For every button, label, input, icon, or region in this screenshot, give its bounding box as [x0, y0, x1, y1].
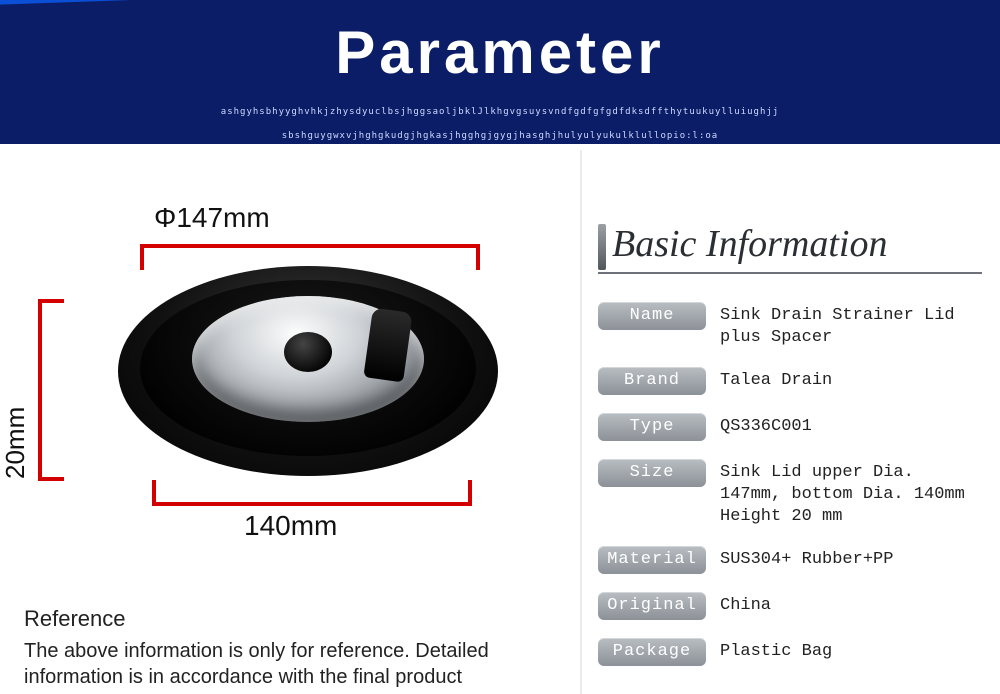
spec-label-pill: Original: [598, 592, 706, 620]
spec-label-pill: Size: [598, 459, 706, 487]
section-title-bar-icon: [598, 224, 606, 270]
spec-row: Brand Talea Drain: [598, 367, 982, 395]
dim-bottom-bracket: [152, 480, 472, 506]
spec-row: Type QS336C001: [598, 413, 982, 441]
banner-title: Parameter: [0, 18, 1000, 87]
spec-row: Size Sink Lid upper Dia. 147mm, bottom Di…: [598, 459, 982, 528]
spec-table: Name Sink Drain Strainer Lid plus Spacer B…: [598, 302, 982, 666]
dim-top-label: Φ147mm: [154, 202, 270, 234]
spec-value: Sink Lid upper Dia. 147mm, bottom Dia. 1…: [720, 459, 982, 528]
banner-subtitle-line2: sbshguygwxvjhghgkudgjhgkasjhgghgjgygjhas…: [282, 131, 718, 141]
banner-stripe: [0, 0, 1000, 6]
left-panel: Φ147mm 20mm 140mm Reference The a: [0, 144, 580, 694]
banner-subtitle-line1: ashgyhsbhyyghvhkjzhysdyuclbsjhggsaoljbkl…: [221, 107, 779, 117]
reference-heading: Reference: [24, 606, 564, 632]
reference-body: The above information is only for refere…: [24, 638, 564, 690]
dim-bottom-label: 140mm: [244, 510, 337, 542]
spec-value: China: [720, 592, 771, 617]
spec-label-pill: Brand: [598, 367, 706, 395]
reference-block: Reference The above information is only …: [24, 606, 564, 690]
spec-label-pill: Package: [598, 638, 706, 666]
spec-label-pill: Type: [598, 413, 706, 441]
banner: Parameter ashgyhsbhyyghvhkjzhysdyuclbsjh…: [0, 0, 1000, 144]
dim-height-bracket: [38, 299, 64, 481]
spec-value: Plastic Bag: [720, 638, 832, 663]
spec-label-pill: Name: [598, 302, 706, 330]
spec-value: SUS304+ Rubber+PP: [720, 546, 893, 571]
spec-row: Name Sink Drain Strainer Lid plus Spacer: [598, 302, 982, 349]
dim-height-label: 20mm: [0, 407, 31, 479]
section-title-text: Basic Information: [612, 223, 887, 265]
lower-area: Φ147mm 20mm 140mm Reference The a: [0, 144, 1000, 694]
section-title-underline: [598, 272, 982, 274]
spec-value: Talea Drain: [720, 367, 832, 392]
spec-label-pill: Material: [598, 546, 706, 574]
product-hub: [284, 332, 332, 372]
spec-row: Material SUS304+ Rubber+PP: [598, 546, 982, 574]
spec-row: Original China: [598, 592, 982, 620]
spec-value: Sink Drain Strainer Lid plus Spacer: [720, 302, 982, 349]
basic-info-title: Basic Information: [598, 222, 982, 266]
product-diagram: Φ147mm 20mm 140mm: [24, 184, 544, 584]
banner-subtitle: ashgyhsbhyyghvhkjzhysdyuclbsjhggsaoljbkl…: [0, 94, 1000, 142]
spec-row: Package Plastic Bag: [598, 638, 982, 666]
spec-value: QS336C001: [720, 413, 812, 438]
product-render: [118, 266, 498, 476]
right-panel: Basic Information Name Sink Drain Straine…: [580, 144, 1000, 694]
